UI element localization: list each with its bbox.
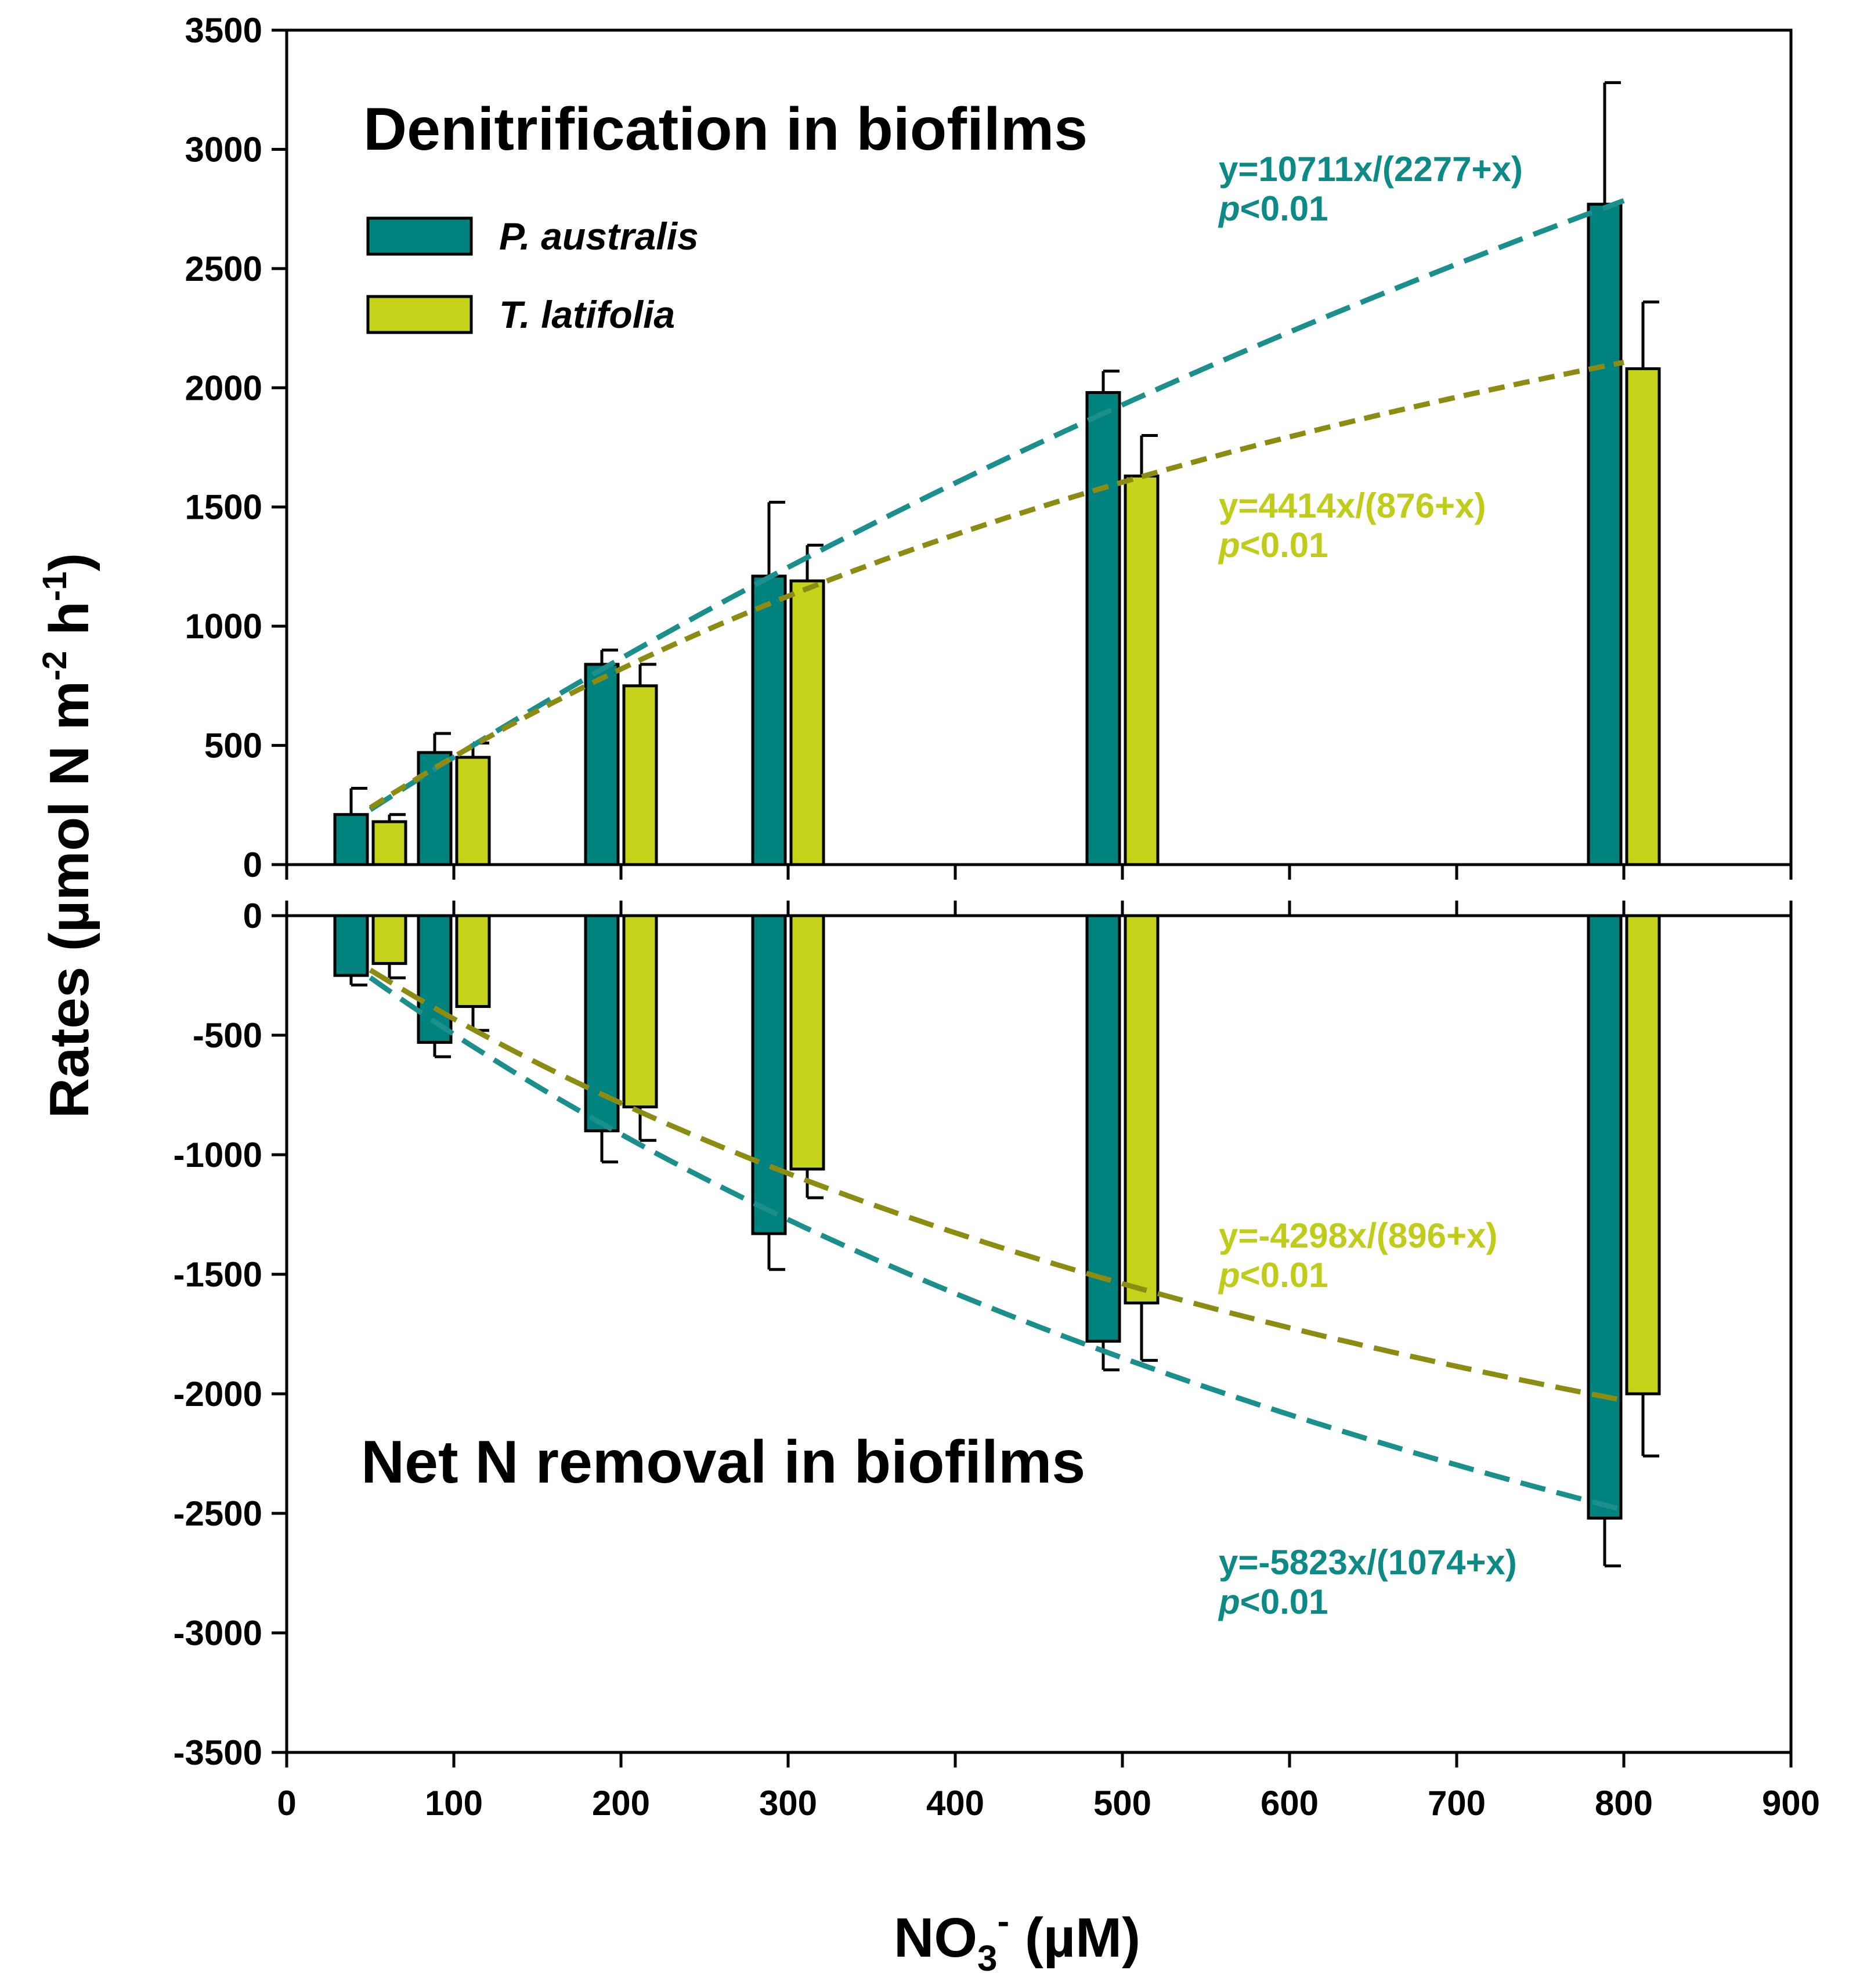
fit-equation: y=-4298x/(896+x) bbox=[1219, 1216, 1497, 1255]
bar bbox=[622, 914, 658, 1109]
bar bbox=[584, 663, 620, 866]
p-symbol: p bbox=[1218, 1256, 1240, 1295]
bar bbox=[751, 914, 787, 1235]
x-tick-label: 400 bbox=[926, 1784, 984, 1823]
bar bbox=[622, 684, 658, 866]
y-tick-label: -3000 bbox=[174, 1614, 262, 1653]
fit-p-value: p<0.01 bbox=[1218, 1256, 1328, 1295]
x-axis-title-sup: - bbox=[997, 1902, 1009, 1942]
panel-denitrification: 0 500 1000 1500 2000 2500 3000 3500 y=10711x/(22… bbox=[185, 11, 1793, 884]
p-symbol: p bbox=[1218, 189, 1240, 228]
fit-curve bbox=[369, 198, 1625, 812]
x-axis-title: NO3- (µM) bbox=[894, 1902, 1140, 1979]
p-threshold: <0.01 bbox=[1240, 1582, 1328, 1621]
fit-equation: y=-5823x/(1074+x) bbox=[1219, 1543, 1517, 1582]
bar bbox=[1085, 391, 1121, 866]
legend: P. australis T. latifolia bbox=[366, 215, 699, 336]
panel-net-n-removal: 0 -500 -1000 -1500 -2000 -2500 -3000 -3500 0 100 2… bbox=[174, 897, 1821, 1823]
x-tick-label: 600 bbox=[1261, 1784, 1319, 1823]
bar bbox=[455, 914, 491, 1009]
y-tick-label: -3500 bbox=[174, 1733, 262, 1772]
y-tick-label: 1000 bbox=[185, 607, 262, 646]
y-tick-label: -1000 bbox=[174, 1136, 262, 1174]
legend-swatch-t-latifolia bbox=[366, 295, 473, 334]
y-tick-label: 3500 bbox=[185, 11, 262, 50]
bar bbox=[1124, 914, 1160, 1304]
fit-p-value: p<0.01 bbox=[1218, 189, 1328, 228]
bar bbox=[751, 574, 787, 866]
p-threshold: <0.01 bbox=[1240, 1256, 1328, 1295]
panel-title: Net N removal in biofilms bbox=[361, 1429, 1085, 1496]
legend-label-t-latifolia: T. latifolia bbox=[499, 293, 675, 336]
bar bbox=[455, 756, 491, 866]
y-axis-title-exp2: -1 bbox=[36, 572, 74, 602]
bar bbox=[371, 914, 407, 965]
y-tick-label: 2000 bbox=[185, 368, 262, 407]
x-axis-title-end: (µM) bbox=[1009, 1907, 1140, 1969]
y-tick-label: -2000 bbox=[174, 1375, 262, 1414]
bar bbox=[1587, 914, 1623, 1520]
y-axis-title: Rates (µmol N m-2 h-1) bbox=[36, 553, 100, 1119]
x-tick-label: 800 bbox=[1595, 1784, 1653, 1823]
x-tick-label: 700 bbox=[1428, 1784, 1486, 1823]
x-axis-title-main: NO bbox=[894, 1907, 977, 1969]
plot-frame bbox=[285, 28, 1793, 866]
x-axis-title-sub: 3 bbox=[977, 1939, 997, 1979]
fit-equation: y=4414x/(876+x) bbox=[1219, 486, 1486, 525]
y-tick-label: -500 bbox=[193, 1016, 262, 1055]
fit-equation: y=10711x/(2277+x) bbox=[1219, 150, 1523, 189]
bar bbox=[1587, 203, 1623, 866]
plot-frame bbox=[285, 914, 1793, 1754]
p-threshold: <0.01 bbox=[1240, 526, 1328, 565]
y-tick-label: -1500 bbox=[174, 1255, 262, 1294]
panel-title: Denitrification in biofilms bbox=[363, 96, 1088, 163]
y-tick-label: 500 bbox=[204, 726, 262, 765]
p-threshold: <0.01 bbox=[1240, 189, 1328, 228]
bar bbox=[789, 914, 825, 1171]
y-axis-title-mid: h bbox=[38, 601, 100, 650]
bar bbox=[789, 579, 825, 866]
fit-curve bbox=[369, 359, 1624, 810]
fit-p-value: p<0.01 bbox=[1218, 1582, 1328, 1621]
y-tick-label: 3000 bbox=[185, 130, 262, 169]
x-tick-label: 100 bbox=[425, 1784, 483, 1823]
x-tick-label: 200 bbox=[592, 1784, 650, 1823]
bar bbox=[333, 813, 369, 866]
bar bbox=[371, 820, 407, 866]
y-tick-label: -2500 bbox=[174, 1494, 262, 1533]
fit-p-value: p<0.01 bbox=[1218, 526, 1328, 565]
fit-curve bbox=[369, 975, 1625, 1513]
y-axis-title-exp1: -2 bbox=[36, 651, 74, 681]
bar bbox=[1625, 914, 1661, 1396]
y-tick-label: 2500 bbox=[185, 250, 262, 288]
bar bbox=[1124, 474, 1160, 866]
y-tick-label: 0 bbox=[243, 845, 262, 884]
y-tick-label: 1500 bbox=[185, 488, 262, 527]
y-axis-title-end: ) bbox=[38, 553, 100, 572]
bar bbox=[1625, 367, 1661, 866]
legend-label-p-australis: P. australis bbox=[499, 215, 699, 258]
x-tick-label: 500 bbox=[1093, 1784, 1151, 1823]
x-tick-label: 900 bbox=[1762, 1784, 1820, 1823]
x-tick-label: 300 bbox=[759, 1784, 817, 1823]
bar bbox=[333, 914, 369, 977]
p-symbol: p bbox=[1218, 1582, 1240, 1621]
y-axis-title-main: Rates (µmol N m bbox=[38, 681, 100, 1118]
bar bbox=[1085, 914, 1121, 1343]
x-tick-label: 0 bbox=[277, 1784, 296, 1823]
p-symbol: p bbox=[1218, 526, 1240, 565]
y-tick-label: 0 bbox=[243, 897, 262, 935]
fit-curve bbox=[369, 967, 1624, 1403]
legend-swatch-p-australis bbox=[366, 216, 473, 256]
